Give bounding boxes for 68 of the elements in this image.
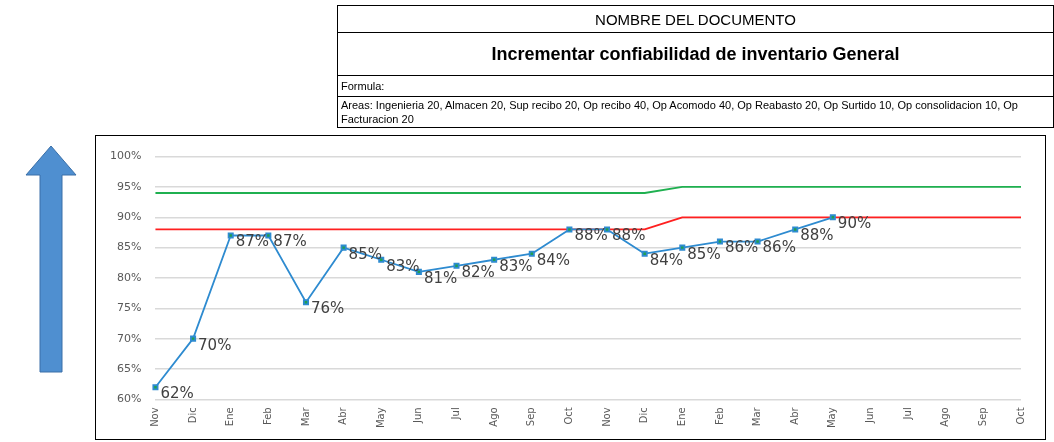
y-tick-label: 60%: [116, 392, 142, 406]
x-tick-label: Sep: [976, 407, 988, 427]
x-tick-label: Abr: [788, 406, 800, 425]
x-tick-label: Jun: [412, 407, 424, 424]
point: [528, 250, 535, 257]
x-tick-label: Jun: [864, 407, 876, 424]
chart-title: Incrementar confiabilidad de inventario General: [337, 32, 1054, 76]
data-label: 86%: [724, 238, 759, 257]
data-label: 86%: [762, 238, 796, 257]
data-label: 70%: [198, 335, 232, 354]
point: [340, 244, 347, 251]
point: [491, 256, 498, 263]
x-tick-label: Nov: [149, 407, 161, 427]
text: Formula:: [337, 75, 1054, 97]
point: [190, 335, 197, 342]
y-tick-label: 85%: [116, 240, 142, 254]
point: [302, 299, 309, 306]
x-tick-label: Jul: [450, 407, 462, 421]
data-label: 82%: [461, 262, 495, 281]
data-label: 90%: [837, 214, 872, 233]
data-label: 85%: [687, 244, 721, 263]
x-tick-label: Abr: [337, 406, 349, 425]
chart-subtitle: NOMBRE DEL DOCUMENTO: [337, 5, 1054, 33]
y-tick-label: 80%: [116, 270, 142, 284]
y-tick-label: 65%: [116, 361, 142, 375]
x-tick-label: May: [374, 407, 386, 429]
y-tick-label: 75%: [116, 301, 142, 315]
x-tick-label: Mar: [299, 406, 311, 427]
text: Areas: Ingenieria 20, Almacen 20, Sup recibo 20, Op recibo 40, Op Acomodo 40, Op Reabasto 20, Op Surtido 10, Op consolidacion 10, Op Facturacion 20: [337, 96, 1054, 128]
x-tick-label: Mar: [751, 406, 763, 427]
data-label: 84%: [649, 250, 684, 269]
data-label: 76%: [310, 299, 345, 318]
point: [227, 232, 234, 239]
point: [829, 214, 836, 221]
x-tick-label: Dic: [638, 407, 650, 424]
x-tick-label: Oct: [1014, 407, 1026, 425]
y-tick-label: 100%: [109, 149, 142, 163]
data-label: 88%: [800, 226, 834, 245]
x-tick-label: Oct: [563, 407, 574, 425]
data-label: 83%: [499, 256, 533, 275]
x-tick-label: Dic: [186, 407, 198, 424]
y-tick-label: 95%: [116, 179, 142, 193]
data-label: 88%: [574, 226, 608, 245]
data-label: 87%: [235, 232, 270, 251]
x-tick-label: Feb: [713, 407, 725, 426]
x-tick-label: Nov: [600, 407, 612, 427]
x-tick-label: Jul: [901, 407, 913, 421]
x-tick-label: Ene: [224, 407, 236, 427]
y-tick-label: 90%: [116, 210, 142, 224]
x-tick-label: May: [826, 407, 838, 429]
point: [679, 244, 686, 251]
data-label: 62%: [160, 384, 194, 403]
point: [453, 262, 460, 269]
point: [641, 250, 648, 257]
x-tick-label: Ago: [487, 407, 499, 427]
data-label: 88%: [612, 226, 646, 245]
x-tick-label: Sep: [525, 407, 537, 427]
data-label: 81%: [423, 268, 458, 287]
point: [152, 384, 159, 391]
point: [792, 226, 799, 233]
y-tick-label: 70%: [116, 331, 142, 345]
x-tick-label: Ago: [939, 407, 951, 427]
data-label: 87%: [273, 232, 307, 251]
point: [566, 226, 573, 233]
x-tick-label: Ene: [675, 407, 687, 427]
x-tick-label: Feb: [261, 407, 273, 426]
point: [716, 238, 723, 245]
data-label: 84%: [536, 250, 571, 269]
